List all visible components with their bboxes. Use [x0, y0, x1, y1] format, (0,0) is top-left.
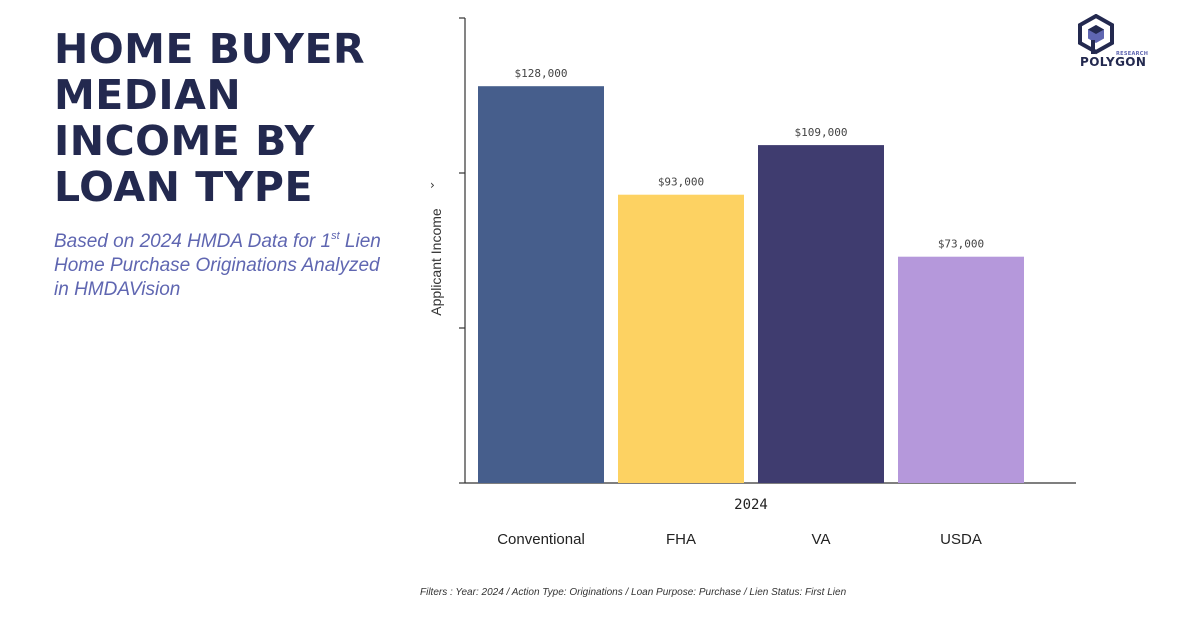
value-label-va: $109,000 — [795, 126, 848, 139]
category-label-va: VA — [812, 531, 831, 548]
value-label-conventional: $128,000 — [515, 67, 568, 80]
logo-research-text: RESEARCH — [1116, 51, 1149, 57]
subtitle-text-1: Based on 2024 HMDA Data for 1 — [54, 231, 332, 252]
page-subtitle: Based on 2024 HMDA Data for 1st Lien Hom… — [54, 230, 394, 302]
value-label-usda: $73,000 — [938, 238, 984, 251]
bar-va — [758, 145, 884, 483]
page-title: HOME BUYER MEDIAN INCOME BY LOAN TYPE — [54, 25, 366, 211]
bar-usda — [898, 256, 1024, 483]
subtitle-text-2: Lien Home Purchase Originations Analyzed… — [54, 231, 381, 300]
subtitle-superscript: st — [331, 230, 340, 242]
category-label-usda: USDA — [940, 531, 982, 548]
logo-wordmark: POLYGON — [1080, 55, 1147, 69]
x-group-label: 2024 — [734, 497, 768, 513]
category-label-fha: FHA — [666, 531, 696, 548]
bar-conventional — [478, 86, 604, 483]
bar-fha — [618, 194, 744, 483]
y-axis-arrow-icon: › — [430, 178, 435, 192]
polygon-logo-icon — [1078, 14, 1114, 55]
value-label-fha: $93,000 — [658, 176, 704, 189]
filters-footnote: Filters : Year: 2024 / Action Type: Orig… — [420, 587, 847, 598]
category-label-conventional: Conventional — [497, 531, 585, 548]
